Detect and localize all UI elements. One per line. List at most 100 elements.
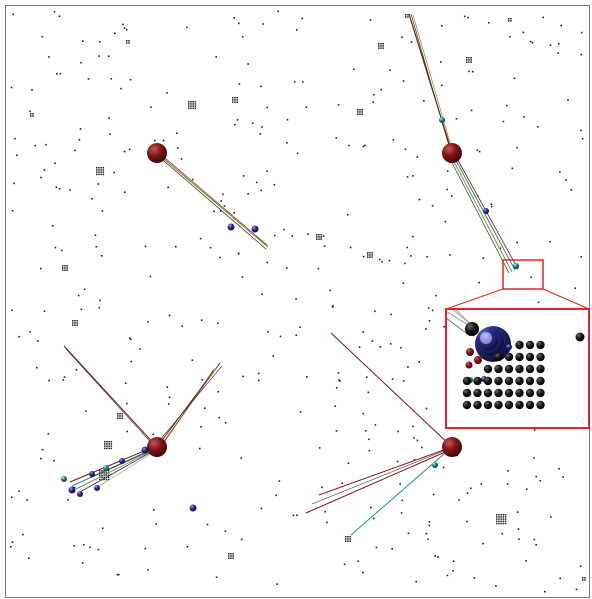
- grid-cluster-dot: [110, 447, 113, 450]
- scatter-dot: [215, 56, 217, 58]
- scatter-dot: [413, 437, 415, 439]
- grid-cluster-dot: [100, 167, 102, 169]
- scatter-dot: [466, 520, 468, 523]
- scatter-dot: [168, 396, 171, 399]
- scatter-dot: [283, 228, 285, 231]
- grid-cluster-dot: [106, 441, 108, 443]
- scatter-dot: [299, 326, 301, 328]
- scatter-dot: [129, 78, 132, 81]
- grid-cluster-dot: [126, 42, 128, 44]
- scatter-dot: [123, 27, 126, 29]
- inset-grid-node: [504, 352, 514, 362]
- grid-cluster-dot: [98, 167, 100, 169]
- sphere-node: [513, 263, 519, 269]
- scatter-dot: [511, 167, 514, 170]
- scatter-dot: [542, 16, 544, 19]
- scatter-dot: [349, 246, 352, 249]
- inset-grid-node: [494, 388, 503, 398]
- inset-grid-node: [536, 352, 545, 362]
- grid-cluster-dot: [104, 441, 106, 443]
- inset-red-node: [474, 356, 482, 364]
- scatter-dot: [242, 375, 244, 378]
- edge-bundle: [350, 446, 453, 536]
- inset-grid-node: [504, 400, 514, 410]
- grid-cluster-dot: [468, 57, 470, 59]
- scatter-dot: [47, 432, 50, 435]
- scatter-dot: [200, 319, 203, 321]
- scatter-dot: [410, 41, 413, 43]
- scatter-dot: [55, 186, 58, 189]
- grid-cluster-dot: [500, 518, 502, 520]
- scatter-dot: [373, 517, 375, 520]
- scatter-dot: [241, 276, 244, 278]
- scatter-dot: [407, 366, 409, 368]
- grid-cluster-dot: [498, 516, 500, 518]
- scatter-dot: [10, 545, 12, 548]
- scatter-dot: [581, 31, 583, 34]
- grid-cluster-dot: [584, 579, 586, 581]
- scatter-dot: [89, 546, 91, 549]
- inset-grid-node: [536, 388, 545, 398]
- scatter-dot: [396, 460, 399, 463]
- grid-cluster-dot: [320, 238, 322, 240]
- grid-cluster-dot: [502, 514, 505, 516]
- scatter-dot: [98, 306, 101, 309]
- scatter-dot: [535, 543, 537, 546]
- scatter-dot: [332, 304, 334, 307]
- grid-cluster-dot: [359, 111, 361, 113]
- grid-cluster-dot: [117, 417, 119, 419]
- scatter-dot: [470, 487, 472, 490]
- scatter-dot: [509, 35, 511, 38]
- scatter-dot: [29, 331, 31, 333]
- grid-cluster-dot: [228, 555, 230, 557]
- grid-cluster-dot: [382, 43, 384, 45]
- grid-cluster-dot: [128, 40, 130, 42]
- scatter-dot: [434, 555, 436, 557]
- scatter-dot: [412, 175, 414, 177]
- scatter-dot: [258, 379, 260, 382]
- grid-cluster-dot: [30, 113, 32, 115]
- scatter-dot: [412, 235, 414, 238]
- scatter-dot: [247, 193, 249, 195]
- scatter-dot: [186, 26, 188, 29]
- scatter-dot: [318, 447, 321, 449]
- zoom-connector: [445, 288, 504, 310]
- grid-cluster-dot: [234, 99, 236, 101]
- scatter-dot: [83, 544, 85, 546]
- scatter-dot: [559, 577, 561, 580]
- scatter-dot: [331, 306, 334, 308]
- grid-cluster-dot: [121, 415, 123, 417]
- grid-cluster-dot: [318, 234, 320, 236]
- scatter-dot: [391, 548, 393, 550]
- scatter-dot: [118, 573, 120, 576]
- grid-cluster-dot: [232, 553, 234, 555]
- grid-cluster-dot: [466, 57, 468, 59]
- grid-cluster-dot: [468, 61, 470, 63]
- scatter-dot: [108, 117, 110, 119]
- scatter-dot: [147, 569, 149, 571]
- scatter-dot: [480, 483, 483, 485]
- grid-cluster-dot: [232, 555, 234, 557]
- scatter-dot: [11, 209, 14, 212]
- sphere-node: [251, 225, 259, 233]
- scatter-dot: [149, 275, 152, 278]
- scatter-dot: [388, 259, 391, 262]
- scatter-dot: [421, 446, 423, 449]
- scatter-dot: [242, 175, 245, 177]
- scatter-dot: [54, 246, 57, 249]
- grid-cluster-dot: [66, 267, 68, 269]
- scatter-dot: [83, 288, 86, 291]
- grid-cluster-dot: [98, 173, 100, 176]
- scatter-dot: [99, 299, 101, 302]
- grid-cluster-dot: [504, 518, 507, 520]
- scatter-dot: [261, 126, 263, 128]
- grid-cluster-dot: [117, 413, 119, 415]
- scatter-dot: [347, 462, 350, 465]
- scatter-dot: [29, 110, 31, 113]
- scatter-dot: [166, 386, 169, 388]
- grid-cluster-dot: [103, 476, 105, 479]
- scatter-dot: [98, 40, 101, 43]
- scatter-dot: [91, 198, 93, 200]
- scatter-dot: [516, 146, 518, 149]
- grid-cluster-dot: [101, 476, 103, 479]
